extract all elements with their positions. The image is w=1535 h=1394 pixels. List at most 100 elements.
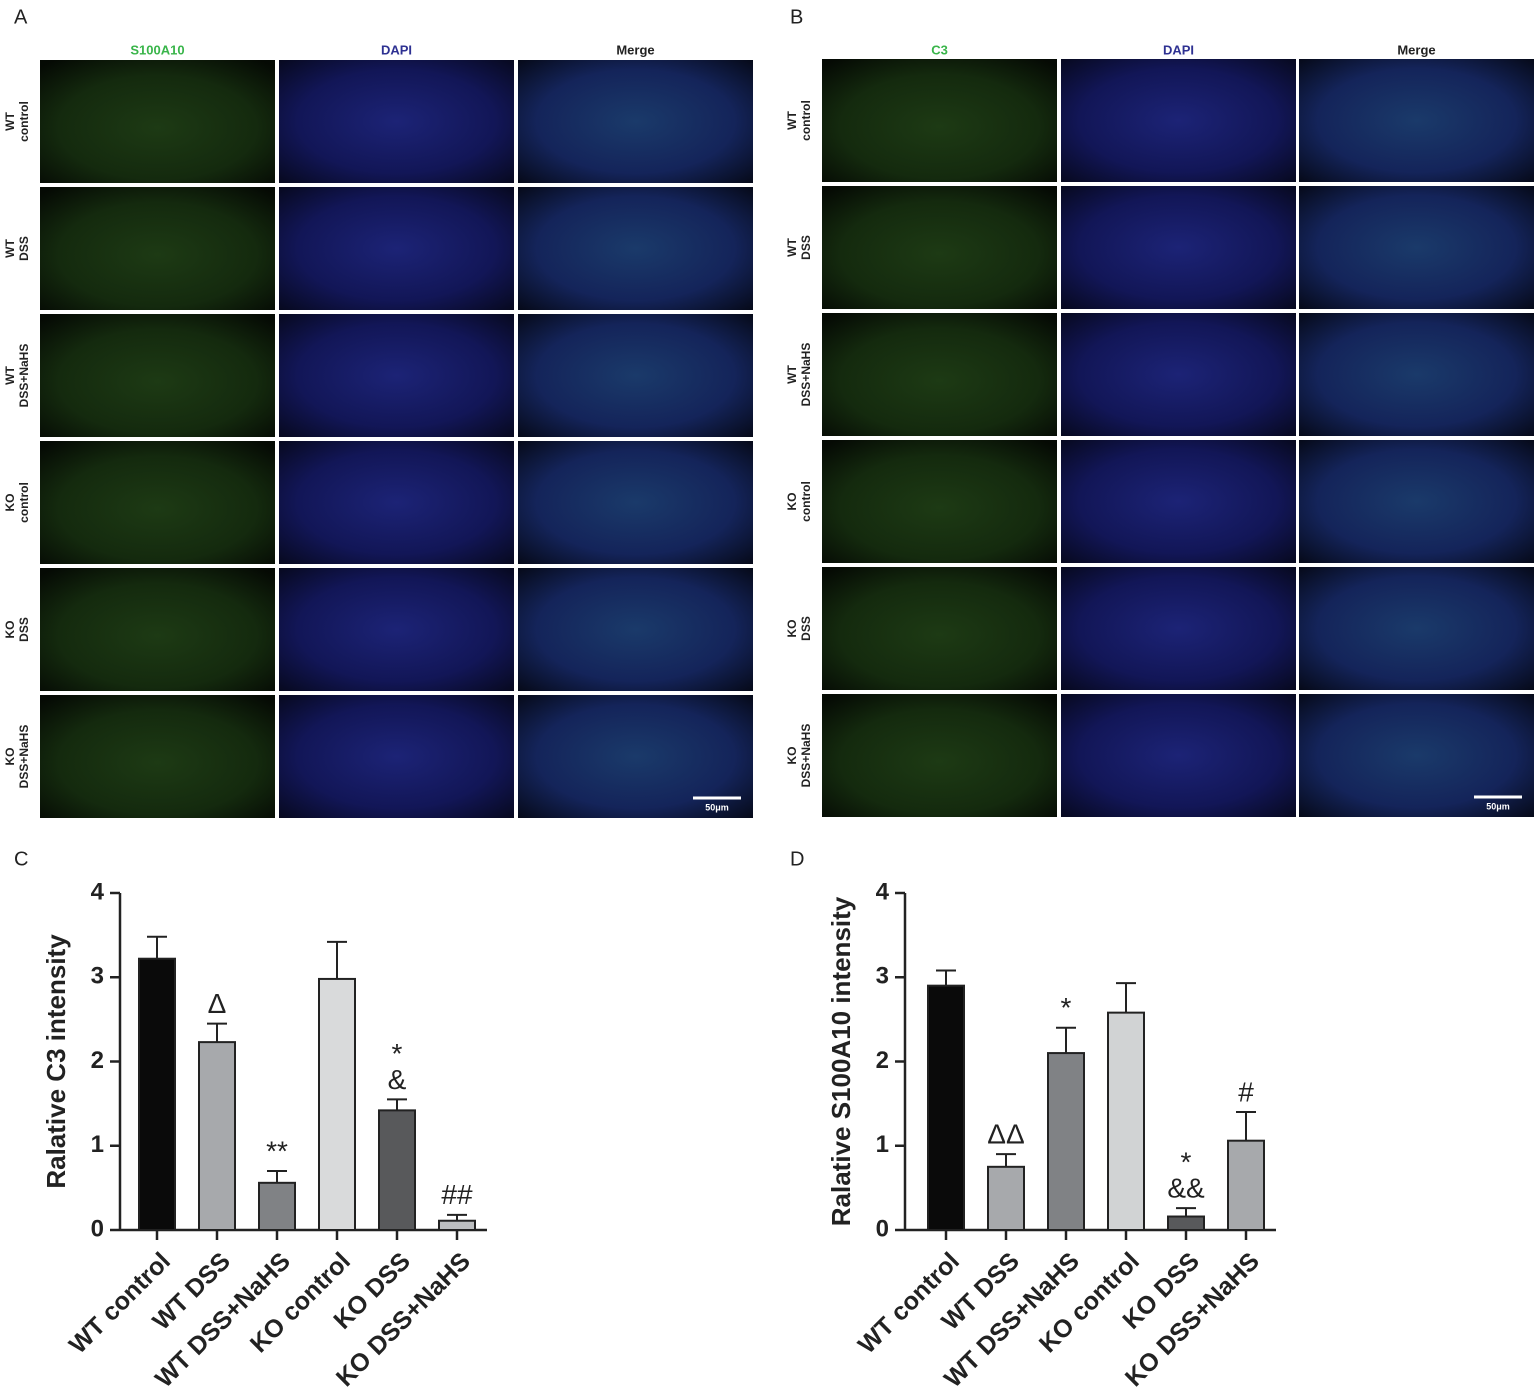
bar bbox=[378, 1109, 416, 1231]
bar bbox=[318, 977, 356, 1231]
micrograph bbox=[40, 441, 275, 564]
micrograph bbox=[1299, 313, 1534, 436]
micrograph bbox=[1299, 440, 1534, 563]
bar-annotation: & bbox=[388, 1064, 407, 1095]
row-label: WT bbox=[3, 366, 17, 385]
micrograph bbox=[1061, 186, 1296, 309]
row-label: control bbox=[799, 100, 813, 141]
row-label: DSS bbox=[17, 236, 31, 261]
bar-annotation: * bbox=[392, 1038, 403, 1069]
row-label: WT bbox=[3, 239, 17, 258]
micrograph bbox=[279, 187, 514, 310]
bar bbox=[438, 1219, 476, 1232]
y-tick-label: 1 bbox=[91, 1131, 104, 1158]
row-label: WT bbox=[3, 112, 17, 131]
row-label: control bbox=[17, 101, 31, 142]
micrograph bbox=[518, 695, 753, 818]
micrograph bbox=[40, 60, 275, 183]
bar bbox=[138, 957, 176, 1232]
bar bbox=[1107, 1011, 1145, 1232]
column-header: C3 bbox=[931, 42, 948, 57]
micrograph bbox=[518, 441, 753, 564]
panel-letter: A bbox=[14, 6, 28, 28]
bar bbox=[198, 1041, 236, 1232]
column-header: Merge bbox=[616, 42, 654, 57]
y-axis-label: Ralative S100A10 intensity bbox=[826, 896, 856, 1226]
row-label: KO bbox=[3, 621, 17, 639]
row-label: DSS bbox=[799, 235, 813, 260]
micrograph bbox=[1299, 694, 1534, 817]
column-header: S100A10 bbox=[130, 42, 184, 57]
row-label: control bbox=[799, 481, 813, 522]
row-label: KO bbox=[785, 620, 799, 638]
bar-annotation: * bbox=[1061, 992, 1072, 1023]
column-header: Merge bbox=[1397, 42, 1435, 57]
micrograph bbox=[279, 568, 514, 691]
micrograph bbox=[822, 694, 1057, 817]
y-tick-label: 4 bbox=[876, 878, 890, 905]
row-label: DSS+NaHS bbox=[799, 724, 813, 788]
micrograph bbox=[518, 187, 753, 310]
bar-annotation: ** bbox=[266, 1135, 288, 1166]
panel-letter: B bbox=[790, 6, 803, 28]
bar bbox=[258, 1181, 296, 1231]
micrograph bbox=[822, 440, 1057, 563]
row-label: KO bbox=[3, 748, 17, 766]
panel-letter: C bbox=[14, 848, 28, 870]
scale-bar-label: 50μm bbox=[705, 802, 729, 812]
bar bbox=[1167, 1215, 1205, 1232]
row-label: DSS+NaHS bbox=[17, 344, 31, 408]
row-label: WT bbox=[785, 111, 799, 130]
y-tick-label: 2 bbox=[91, 1047, 104, 1074]
y-tick-label: 3 bbox=[91, 963, 104, 990]
bar-annotation: Δ bbox=[208, 988, 227, 1019]
micrograph bbox=[40, 695, 275, 818]
micrograph bbox=[279, 695, 514, 818]
y-axis-label: Ralative C3 intensity bbox=[41, 934, 71, 1189]
micrograph bbox=[1299, 567, 1534, 690]
bar-annotation: && bbox=[1167, 1172, 1205, 1203]
row-label: DSS bbox=[799, 616, 813, 641]
row-label: KO bbox=[3, 494, 17, 512]
micrograph bbox=[518, 568, 753, 691]
column-header: DAPI bbox=[1163, 42, 1194, 57]
micrograph bbox=[1299, 59, 1534, 182]
micrograph bbox=[279, 314, 514, 437]
bar bbox=[1047, 1052, 1085, 1231]
micrograph bbox=[1061, 59, 1296, 182]
micrograph bbox=[1061, 567, 1296, 690]
y-tick-label: 4 bbox=[91, 878, 105, 905]
bar bbox=[987, 1165, 1025, 1231]
micrograph bbox=[822, 313, 1057, 436]
micrograph bbox=[1061, 440, 1296, 563]
bar bbox=[1227, 1139, 1265, 1231]
micrograph bbox=[1061, 694, 1296, 817]
micrograph bbox=[822, 567, 1057, 690]
micrograph bbox=[1299, 186, 1534, 309]
y-tick-label: 1 bbox=[876, 1131, 889, 1158]
row-label: WT bbox=[785, 365, 799, 384]
micrograph bbox=[40, 568, 275, 691]
micrograph bbox=[279, 60, 514, 183]
panel-letter: D bbox=[790, 848, 804, 870]
micrograph bbox=[1061, 313, 1296, 436]
bar-annotation: # bbox=[1238, 1076, 1254, 1107]
y-tick-label: 2 bbox=[876, 1047, 889, 1074]
y-tick-label: 3 bbox=[876, 963, 889, 990]
row-label: KO bbox=[785, 747, 799, 765]
scale-bar-label: 50μm bbox=[1486, 801, 1510, 811]
micrograph bbox=[822, 59, 1057, 182]
micrograph bbox=[822, 186, 1057, 309]
y-tick-label: 0 bbox=[876, 1215, 889, 1242]
micrograph bbox=[518, 314, 753, 437]
row-label: DSS+NaHS bbox=[799, 343, 813, 407]
bar-annotation: ## bbox=[441, 1179, 473, 1210]
y-tick-label: 0 bbox=[91, 1215, 104, 1242]
micrograph bbox=[279, 441, 514, 564]
bar bbox=[927, 984, 965, 1231]
row-label: DSS bbox=[17, 617, 31, 642]
row-label: WT bbox=[785, 238, 799, 257]
column-header: DAPI bbox=[381, 42, 412, 57]
row-label: DSS+NaHS bbox=[17, 725, 31, 789]
